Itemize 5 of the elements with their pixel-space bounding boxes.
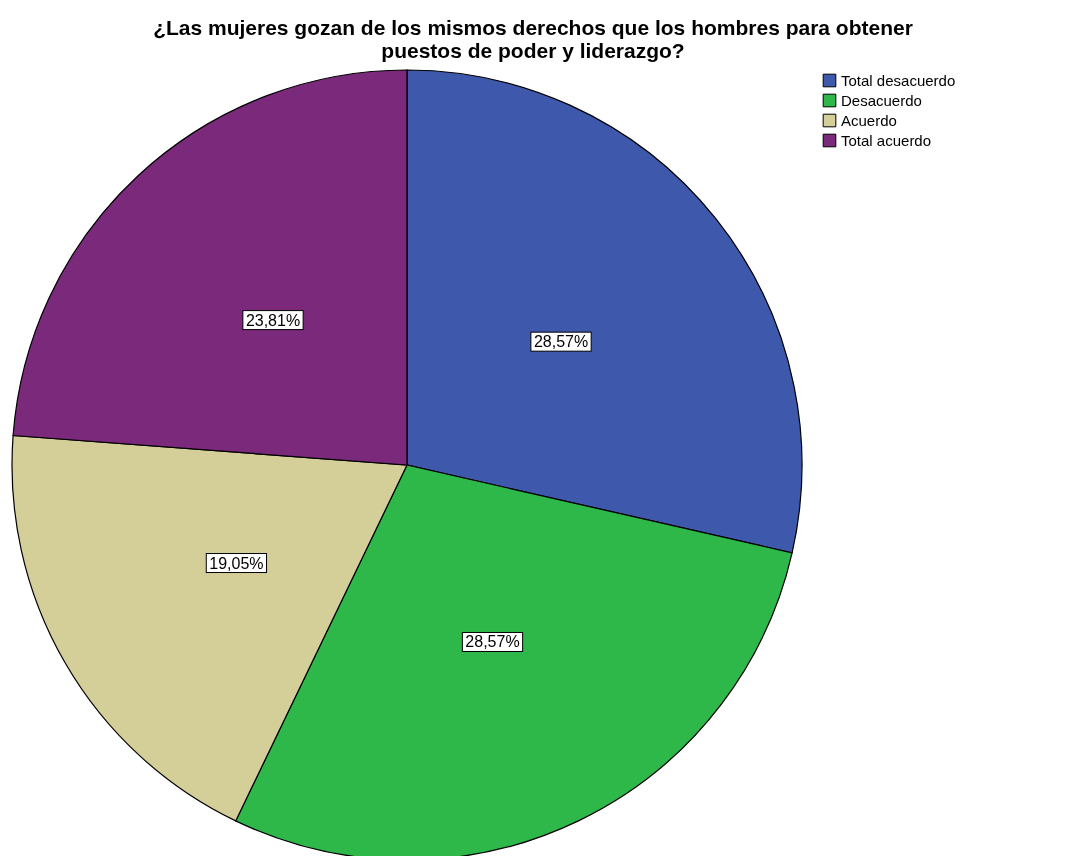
legend-label: Total acuerdo: [841, 131, 932, 149]
legend-label: Total desacuerdo: [841, 71, 956, 89]
legend-label: Acuerdo: [841, 111, 897, 129]
chart-title: ¿Las mujeres gozan de los mismos derechos que los hombres para obtener puestos de poder y liderazgo?: [153, 15, 913, 62]
legend-label: Desacuerdo: [841, 91, 922, 109]
